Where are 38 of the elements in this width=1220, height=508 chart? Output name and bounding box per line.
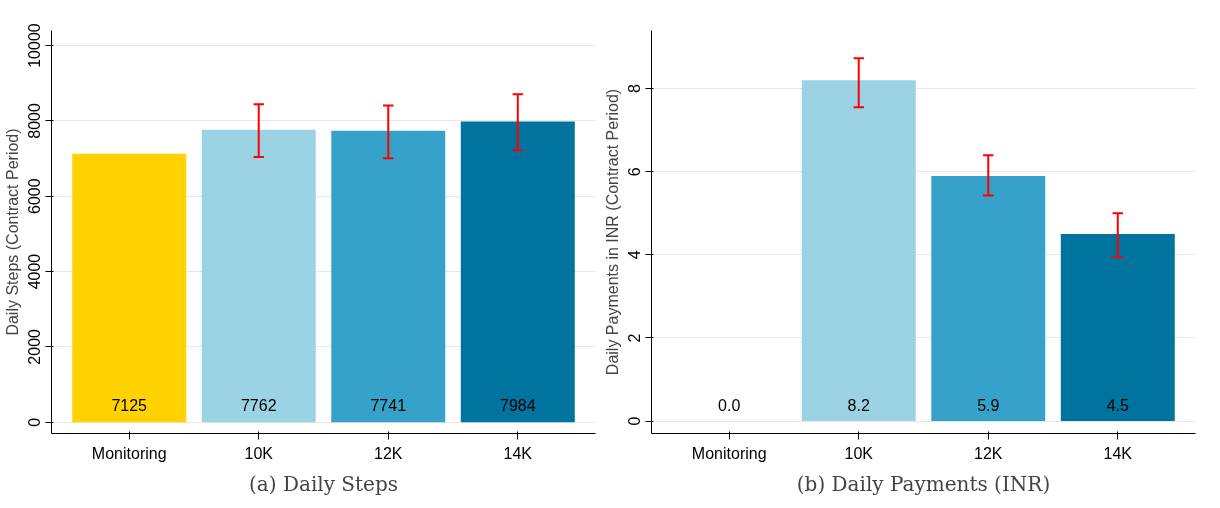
x-tick-label: 12K bbox=[374, 444, 403, 462]
x-tick-label: 10K bbox=[844, 444, 874, 462]
bar bbox=[201, 129, 316, 423]
y-tick-label: 0 bbox=[26, 417, 44, 427]
x-tick-label: Monitoring bbox=[91, 444, 167, 462]
bar bbox=[72, 153, 187, 423]
y-tick-label: 6 bbox=[626, 167, 644, 177]
bar bbox=[1060, 234, 1175, 422]
y-axis-title: Daily Payments in INR (Contract Period) bbox=[603, 88, 621, 376]
bar bbox=[931, 175, 1046, 422]
data-label: 7984 bbox=[499, 397, 536, 415]
bar bbox=[801, 80, 916, 422]
x-tick-label: 14K bbox=[1103, 444, 1133, 462]
text: (a) Daily Steps bbox=[249, 471, 398, 496]
data-label: 7125 bbox=[111, 397, 148, 415]
x-tick-label: Monitoring bbox=[691, 444, 767, 462]
y-tick-label: 10000 bbox=[26, 23, 44, 68]
x-tick-label: 10K bbox=[244, 444, 274, 462]
y-tick-label: 2000 bbox=[26, 328, 44, 365]
y-tick-label: 4 bbox=[626, 250, 644, 260]
data-label: 0.0 bbox=[718, 397, 741, 415]
data-label: 8.2 bbox=[847, 397, 870, 415]
x-tick-label: 12K bbox=[974, 444, 1003, 462]
data-label: 7741 bbox=[370, 397, 407, 415]
y-tick-label: 2 bbox=[626, 333, 644, 343]
y-tick-label: 8000 bbox=[26, 102, 44, 139]
data-label: 7762 bbox=[240, 397, 277, 415]
y-axis-title: Daily Steps (Contract Period) bbox=[3, 128, 21, 336]
y-tick-label: 8 bbox=[626, 84, 644, 94]
bar bbox=[460, 121, 575, 423]
data-label: 5.9 bbox=[977, 397, 1000, 415]
bar bbox=[331, 130, 446, 423]
y-tick-label: 6000 bbox=[26, 178, 44, 215]
y-tick-label: 0 bbox=[626, 416, 644, 426]
data-label: 4.5 bbox=[1106, 397, 1130, 415]
text: (b) Daily Payments (INR) bbox=[796, 471, 1051, 496]
x-tick-label: 14K bbox=[503, 444, 533, 462]
y-tick-label: 4000 bbox=[26, 253, 44, 290]
